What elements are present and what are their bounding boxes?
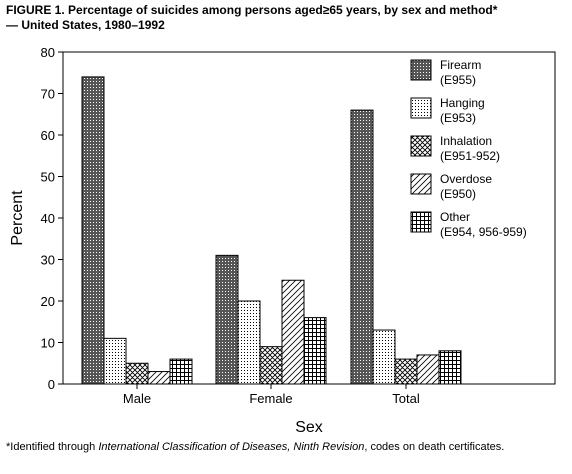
y-tick-label: 40 — [41, 211, 55, 226]
bar-firearm-male — [81, 76, 105, 385]
x-axis: Male Female Total — [123, 384, 420, 406]
legend-code-hanging: (E953) — [440, 111, 476, 125]
y-tick-label: 50 — [41, 170, 55, 185]
figure-title-line-1: FIGURE 1. Percentage of suicides among p… — [6, 3, 498, 17]
bar-inhalation-male — [125, 362, 149, 385]
legend-label-overdose: Overdose — [440, 172, 492, 186]
legend-label-firearm: Firearm — [440, 58, 481, 72]
legend-label-hanging: Hanging — [440, 96, 485, 110]
legend-code-overdose: (E950) — [440, 187, 476, 201]
legend-label-other: Other — [440, 210, 470, 224]
y-tick-label: 0 — [48, 377, 55, 392]
figure-title: FIGURE 1. Percentage of suicides among p… — [6, 3, 568, 33]
x-tick-label: Female — [249, 391, 292, 406]
bar-overdose-total — [416, 354, 440, 385]
bar-firearm-female — [215, 254, 239, 385]
footnote-italic: International Classification of Diseases… — [98, 441, 365, 453]
bar-inhalation-total — [394, 358, 418, 385]
legend-code-firearm: (E955) — [440, 73, 476, 87]
x-axis-label: Sex — [295, 419, 323, 436]
y-tick-label: 80 — [41, 45, 55, 60]
y-tick-label: 20 — [41, 294, 55, 309]
legend-code-inhalation: (E951-952) — [440, 149, 500, 163]
bar-other-female — [303, 317, 327, 385]
bar-firearm-total — [350, 109, 374, 385]
y-tick-label: 70 — [41, 87, 55, 102]
y-axis: 0 10 20 30 40 50 60 70 80 — [41, 45, 63, 392]
legend-swatch-firearm — [410, 59, 432, 81]
bar-hanging-male — [103, 337, 127, 385]
footnote: *Identified through International Classi… — [6, 441, 566, 454]
y-tick-label: 10 — [41, 336, 55, 351]
bar-chart: 0 10 20 30 40 50 60 70 80 Male Female Total Firear… — [9, 45, 556, 436]
legend-label-inhalation: Inhalation — [440, 134, 492, 148]
bar-hanging-female — [237, 300, 261, 385]
y-tick-label: 30 — [41, 253, 55, 268]
y-tick-label: 60 — [41, 128, 55, 143]
bars — [81, 76, 462, 385]
bar-inhalation-female — [259, 346, 283, 385]
figure-title-line-2: — United States, 1980–1992 — [6, 18, 165, 32]
bar-other-total — [438, 350, 462, 385]
legend: Firearm(E955)Hanging(E953)Inhalation(E95… — [410, 58, 527, 239]
y-axis-label: Percent — [9, 190, 26, 246]
bar-overdose-female — [281, 279, 305, 385]
footnote-prefix: *Identified through — [6, 441, 99, 453]
legend-swatch-overdose — [410, 173, 432, 195]
legend-swatch-inhalation — [410, 135, 432, 157]
legend-code-other: (E954, 956-959) — [440, 225, 527, 239]
x-tick-label: Total — [392, 391, 420, 406]
plot-frame — [62, 51, 556, 385]
bar-other-male — [169, 358, 193, 385]
legend-swatch-hanging — [410, 97, 432, 119]
bar-hanging-total — [372, 329, 396, 385]
legend-swatch-other — [410, 211, 432, 233]
bar-overdose-male — [147, 371, 171, 385]
x-tick-label: Male — [123, 391, 151, 406]
footnote-suffix: , codes on death certificates. — [364, 441, 505, 453]
